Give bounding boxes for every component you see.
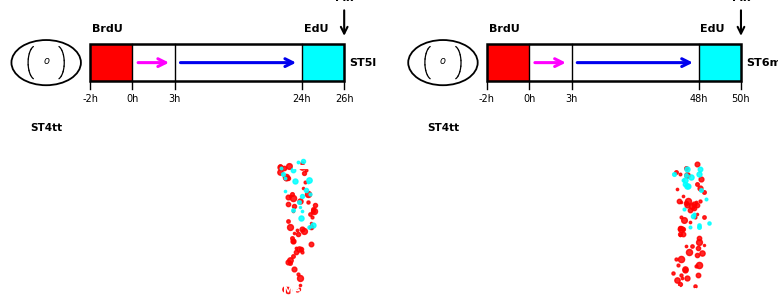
Text: Merge: Merge [283,286,320,297]
Text: 24h: 24h [293,94,311,104]
Text: Fix: Fix [732,0,750,3]
Text: EdU: EdU [700,24,725,34]
Text: 0h: 0h [523,94,535,104]
Bar [487,44,741,81]
Text: o: o [43,56,49,67]
Text: BrdU: BrdU [509,286,538,297]
Text: 48h: 48h [689,94,708,104]
Text: A: A [6,0,18,3]
Text: Merge: Merge [676,286,713,297]
Text: C: C [403,0,414,3]
Text: -2h: -2h [478,94,495,104]
Text: D': D' [571,159,584,169]
Text: ST5l: ST5l [349,58,377,68]
Text: ST4tt: ST4tt [427,123,459,133]
Text: 0h: 0h [126,94,138,104]
Text: D: D [485,159,495,169]
Bar [487,44,529,81]
Text: 3h: 3h [169,94,181,104]
Text: o: o [440,56,446,67]
Text: EdU: EdU [205,286,227,297]
Text: D": D" [657,159,671,169]
Text: ST6mid: ST6mid [746,58,778,68]
Text: B': B' [178,159,190,169]
Text: BrdU: BrdU [489,24,520,34]
Text: 50h: 50h [731,94,750,104]
Text: EdU: EdU [303,24,328,34]
Text: EdU: EdU [598,286,620,297]
Text: -2h: -2h [82,94,98,104]
Text: B: B [93,159,101,169]
Text: BrdU: BrdU [116,286,145,297]
Text: ST4tt: ST4tt [30,123,62,133]
Text: Fix: Fix [335,0,353,3]
Bar [699,44,741,81]
Bar [90,44,344,81]
Bar [90,44,132,81]
Text: 3h: 3h [566,94,578,104]
Bar [302,44,344,81]
Text: B": B" [264,159,278,169]
Text: BrdU: BrdU [92,24,123,34]
Text: 26h: 26h [335,94,353,104]
